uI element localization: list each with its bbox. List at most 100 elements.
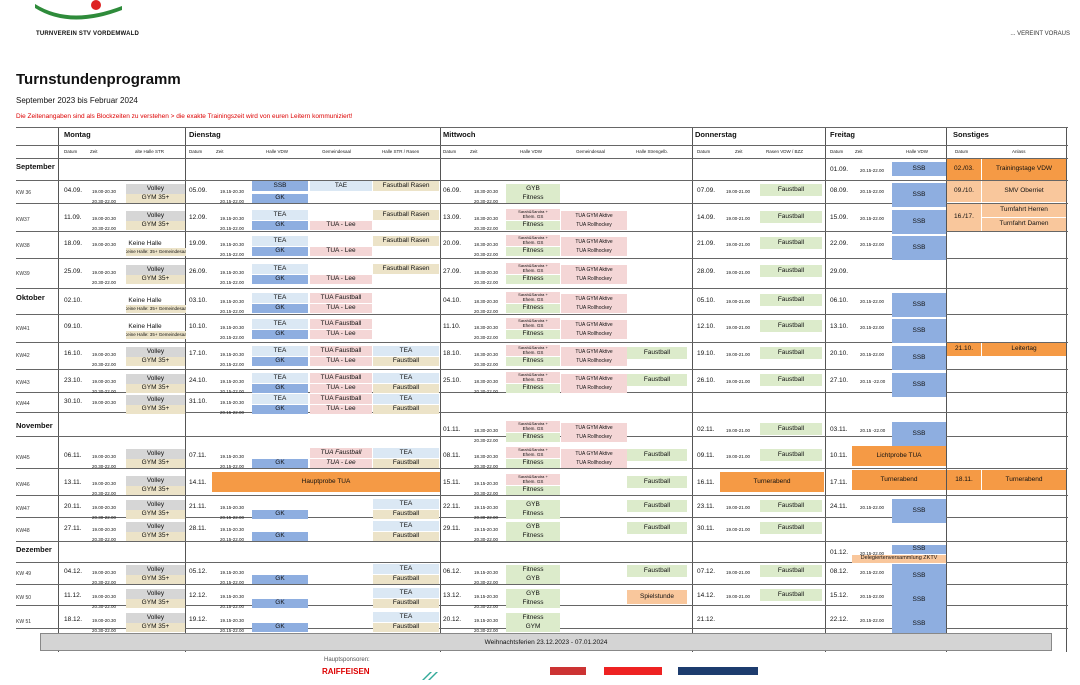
activity-cell: SSB: [892, 319, 946, 343]
time-cell: 19.15-20.30: [220, 618, 245, 623]
activity-cell: Volley: [126, 347, 185, 357]
row-divider: [16, 369, 1068, 370]
activity-cell: Fitness: [506, 613, 560, 623]
date-cell: 03.11.: [830, 426, 848, 433]
activity-cell: GYB: [506, 589, 560, 599]
activity-cell: Volley: [126, 449, 185, 459]
time-cell: 19.00-20.30: [92, 570, 117, 575]
time-cell: 20.30-22.00: [474, 280, 499, 285]
time-cell: 19.15-20.30: [474, 505, 499, 510]
activity-cell: SSB: [892, 183, 946, 207]
time-cell: 19.00-20.30: [92, 270, 117, 275]
activity-cell: Keine Halle: 35+ Gemeindesaal: [126, 305, 186, 313]
date-cell: 15.11.: [443, 479, 461, 486]
time-cell: 19.00-20.30: [92, 594, 117, 599]
time-cell: 18.30-20.30: [474, 454, 499, 459]
column-header: Halle Strengelb.: [636, 149, 669, 154]
time-cell: 19.00-21.00: [726, 299, 751, 304]
activity-cell: Faustball: [760, 565, 822, 577]
date-cell: 21.11.: [189, 503, 207, 510]
sponsors-label: Hauptsponsoren:: [324, 657, 370, 663]
activity-cell: TUA - Lee: [310, 357, 372, 366]
activity-cell: SSB: [892, 422, 946, 446]
time-cell: 20.30-22.00: [92, 515, 117, 520]
activity-cell: Fitness: [506, 304, 560, 313]
activity-cell: Fitness: [506, 357, 560, 366]
event-date: 09./10.: [947, 181, 981, 202]
time-cell: 20.15-22.00: [220, 604, 245, 609]
activity-cell: TEA: [252, 394, 308, 404]
activity-cell: GK: [252, 304, 308, 313]
activity-cell: TUA - Lee: [310, 405, 372, 414]
row-divider: [16, 180, 1068, 181]
activity-cell: GK: [252, 357, 308, 366]
column-divider: [440, 127, 441, 652]
time-cell: 19.15-20.30: [220, 242, 245, 247]
row-divider: [16, 258, 1068, 259]
time-cell: 20.30-22.00: [474, 362, 499, 367]
activity-cell: Ehem. GS: [506, 297, 560, 303]
activity-cell: Fitness: [506, 532, 560, 541]
activity-cell: Volley: [126, 522, 185, 532]
activity-cell: TAE: [310, 181, 372, 191]
time-cell: 19.00-20.30: [92, 400, 117, 405]
date-cell: 14.09.: [697, 214, 716, 221]
stv-logo-icon: [35, 0, 122, 20]
activity-cell: Keine Halle: [128, 239, 162, 247]
day-header: Mittwoch: [443, 130, 476, 139]
date-cell: 31.10.: [189, 398, 208, 405]
activity-cell: Faustball: [760, 374, 822, 386]
date-cell: 15.12.: [830, 592, 849, 599]
date-cell: 29.09.: [830, 268, 849, 275]
activity-cell: GK: [252, 275, 308, 284]
time-cell: 18.30-20.30: [474, 189, 499, 194]
activity-cell: TEA: [373, 521, 439, 531]
date-cell: 22.11.: [443, 503, 461, 510]
activity-cell: TUA Rollhockey: [561, 433, 627, 442]
activity-cell: GK: [252, 221, 308, 230]
club-name: TURNVEREIN STV VORDEMWALD: [36, 31, 140, 37]
date-cell: 24.10.: [189, 377, 208, 384]
activity-cell: GK: [252, 405, 308, 414]
event-date: 21.10.: [947, 343, 981, 356]
time-cell: 20.15-22.00: [860, 505, 885, 510]
time-cell: 19.15-20.30: [220, 594, 245, 599]
time-cell: 19.00-20.30: [92, 216, 117, 221]
activity-cell: Faustball: [760, 347, 822, 359]
time-cell: 20.30-22.00: [474, 604, 499, 609]
activity-cell: Faustball: [373, 623, 439, 632]
activity-cell: GK: [252, 575, 308, 584]
date-cell: 20.10.: [830, 350, 849, 357]
activity-cell: GK: [252, 384, 308, 393]
column-header: Datum: [189, 149, 203, 154]
week-label: KW44: [16, 401, 30, 407]
date-cell: 13.09.: [443, 214, 462, 221]
activity-cell: Ehem. GS: [506, 426, 560, 432]
activity-cell: GYM 35+: [126, 532, 185, 541]
time-cell: 20.15 -22.00: [860, 379, 886, 384]
time-cell: 20.15-22.00: [860, 242, 885, 247]
activity-cell: GK: [252, 532, 308, 541]
activity-cell: Faustball: [627, 522, 687, 534]
activity-cell: SSB: [892, 210, 946, 234]
activity-cell: Fitness: [506, 221, 560, 230]
activity-cell: Volley: [126, 265, 185, 275]
date-cell: 30.11.: [697, 525, 715, 532]
activity-cell: TUA Faustball: [310, 293, 372, 303]
date-cell: 30.10.: [64, 398, 83, 405]
time-cell: 19.00-21.00: [726, 454, 751, 459]
date-cell: 19.12.: [189, 616, 208, 623]
activity-cell: GK: [252, 247, 308, 256]
day-header: Sonstiges: [953, 130, 989, 139]
activity-cell: Faustball: [373, 357, 439, 366]
activity-cell: Faustball: [627, 374, 687, 386]
activity-cell: Ehem. GS: [506, 240, 560, 246]
activity-cell: SSB: [892, 564, 946, 588]
activity-cell: Ehem. GS: [506, 377, 560, 383]
page-header: TURNVEREIN STV VORDEMWALD ... VEREINT VO…: [0, 0, 1080, 44]
activity-cell: TEA: [373, 499, 439, 509]
activity-cell: TUA - Lee: [310, 221, 372, 230]
activity-cell: Sarah&Sandra +: [506, 292, 560, 297]
activity-cell: TUA - Lee: [310, 384, 372, 393]
activity-cell: Keine Halle: 35+ Gemeindesaal: [126, 248, 186, 256]
